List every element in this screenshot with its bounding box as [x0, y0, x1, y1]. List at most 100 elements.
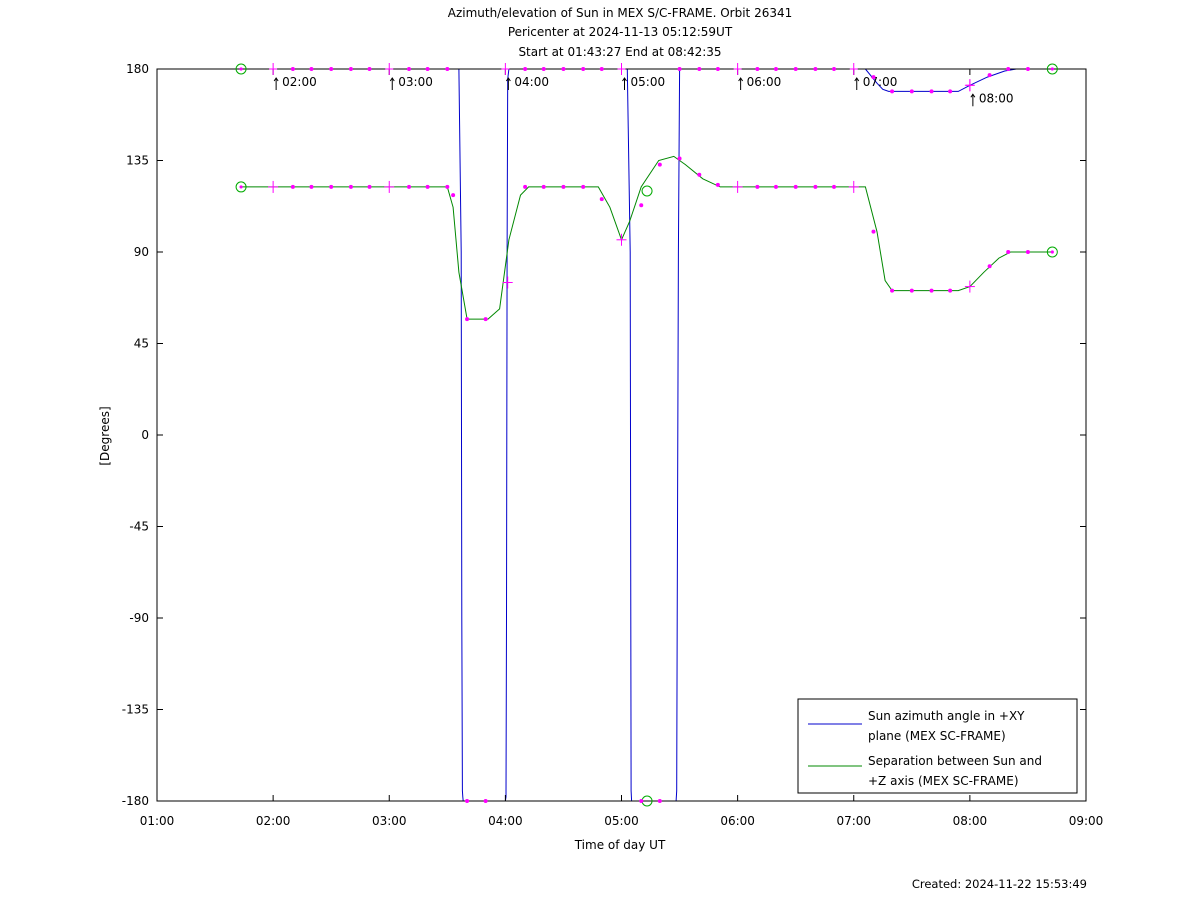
separation-10min-dot — [541, 184, 546, 189]
azimuth-10min-dot — [348, 67, 353, 71]
azimuth-10min-dot — [523, 67, 528, 71]
azimuth-10min-dot — [406, 67, 411, 71]
hour-tick-annotation: 08:00 — [965, 79, 1013, 107]
separation-10min-dot — [329, 184, 334, 189]
separation-10min-dot — [677, 156, 682, 161]
end-marker — [1046, 63, 1058, 75]
separation-10min-dot — [773, 184, 778, 189]
x-tick-label: 01:00 — [140, 814, 175, 828]
separation-10min-dot — [406, 184, 411, 189]
separation-10min-dot — [309, 184, 314, 189]
x-tick-label: 08:00 — [953, 814, 988, 828]
separation-10min-dot — [929, 288, 934, 293]
hour-tick-annotation-label: 07:00 — [863, 75, 898, 89]
azimuth-10min-dot — [909, 89, 914, 94]
azimuth-10min-dot — [773, 67, 778, 71]
separation-10min-dot — [657, 162, 662, 167]
azimuth-10min-dot — [987, 73, 992, 78]
azimuth-10min-dot — [329, 67, 334, 71]
x-tick-label: 03:00 — [372, 814, 407, 828]
azimuth-10min-dot — [832, 67, 837, 71]
azimuth-10min-dot — [425, 67, 430, 71]
azimuth-10min-dot — [793, 67, 798, 71]
created-timestamp: Created: 2024-11-22 15:53:49 — [911, 877, 1087, 891]
y-tick-label: -135 — [122, 703, 149, 717]
azimuth-10min-dot — [657, 799, 662, 803]
azimuth-10min-dot — [599, 67, 604, 71]
separation-10min-dot — [367, 184, 372, 189]
azimuth-10min-dot — [755, 67, 760, 71]
separation-10min-dot — [813, 184, 818, 189]
hour-tick-annotation: 06:00 — [733, 63, 782, 90]
azimuth-10min-dot — [677, 67, 682, 71]
separation-10min-dot — [832, 184, 837, 189]
azimuth-10min-dot — [639, 799, 644, 803]
separation-10min-dot — [793, 184, 798, 189]
azimuth-10min-dot — [1025, 67, 1030, 71]
hour-tick-annotation: 02:00 — [269, 63, 317, 90]
chart-title-line-1: Azimuth/elevation of Sun in MEX S/C-FRAM… — [448, 6, 793, 20]
orbit-markers: 02:00 03:00 04:00 05:00 06:00 07:00 08:00 — [235, 63, 1058, 807]
chart-legend: Sun azimuth angle in +XY plane (MEX SC-F… — [797, 698, 1078, 794]
hour-tick-annotation: 04:00 — [501, 63, 549, 90]
legend-label-azimuth-line-1: Sun azimuth angle in +XY — [868, 709, 1025, 723]
x-tick-label: 07:00 — [836, 814, 871, 828]
separation-10min-dot — [445, 184, 450, 189]
azimuth-10min-dot — [367, 67, 372, 71]
hour-plus-marker — [502, 276, 513, 289]
azimuth-10min-dot — [309, 67, 314, 71]
x-tick-label: 02:00 — [256, 814, 291, 828]
separation-10min-dot — [599, 197, 604, 202]
hour-tick-annotation: 03:00 — [385, 63, 433, 90]
legend-box — [797, 698, 1078, 794]
sun-angle-chart: Azimuth/elevation of Sun in MEX S/C-FRAM… — [98, 6, 1104, 852]
series-line-separation — [241, 155, 1053, 320]
y-tick-label: 180 — [126, 62, 149, 76]
separation-10min-dot — [715, 182, 720, 187]
y-axis-label: [Degrees] — [98, 406, 112, 465]
hour-tick-annotation-label: 06:00 — [747, 75, 782, 89]
azimuth-10min-dot — [290, 67, 295, 71]
x-tick-label: 06:00 — [720, 814, 755, 828]
hour-tick-annotation-label: 04:00 — [514, 75, 549, 89]
separation-10min-dot — [483, 317, 488, 322]
y-tick-label: 90 — [134, 245, 149, 259]
hour-plus-marker — [732, 180, 743, 193]
x-tick-label: 09:00 — [1069, 814, 1104, 828]
separation-10min-dot — [948, 288, 953, 293]
azimuth-10min-dot — [1006, 67, 1011, 71]
hour-plus-marker — [964, 280, 975, 293]
azimuth-10min-dot — [715, 67, 720, 71]
separation-10min-dot — [348, 184, 353, 189]
separation-10min-dot — [290, 184, 295, 189]
y-tick-label: 135 — [126, 154, 149, 168]
chart-title-line-3: Start at 01:43:27 End at 08:42:35 — [518, 45, 721, 59]
separation-10min-dot — [1006, 250, 1011, 254]
legend-label-separation-line-1: Separation between Sun and — [868, 754, 1042, 768]
separation-10min-dot — [639, 203, 644, 208]
hour-tick-annotation: 05:00 — [617, 63, 666, 90]
hour-plus-marker — [384, 180, 395, 193]
start-marker — [235, 63, 247, 75]
chart-title: Azimuth/elevation of Sun in MEX S/C-FRAM… — [448, 6, 793, 59]
separation-10min-dot — [1025, 250, 1030, 254]
end-marker — [1046, 246, 1058, 258]
azimuth-10min-dot — [871, 75, 876, 80]
separation-10min-dot — [890, 288, 895, 293]
azimuth-10min-dot — [929, 89, 934, 94]
azimuth-10min-dot — [561, 67, 566, 71]
azimuth-10min-dot — [581, 67, 586, 71]
x-tick-label: 05:00 — [604, 814, 639, 828]
hour-tick-annotation: 07:00 — [849, 63, 898, 90]
y-tick-label: 45 — [134, 337, 149, 351]
separation-10min-dot — [697, 172, 702, 177]
hour-tick-annotation-label: 05:00 — [631, 75, 666, 89]
separation-10min-dot — [871, 229, 876, 234]
azimuth-10min-dot — [483, 799, 488, 803]
axis-ticks: 01:00 02:00 03:00 04:00 05:00 06:00 07:00 08:00… — [122, 62, 1104, 828]
azimuth-10min-dot — [697, 67, 702, 71]
azimuth-10min-dot — [445, 67, 450, 71]
separation-10min-dot — [425, 184, 430, 189]
hour-tick-annotation-label: 02:00 — [282, 75, 317, 89]
x-tick-label: 04:00 — [488, 814, 523, 828]
